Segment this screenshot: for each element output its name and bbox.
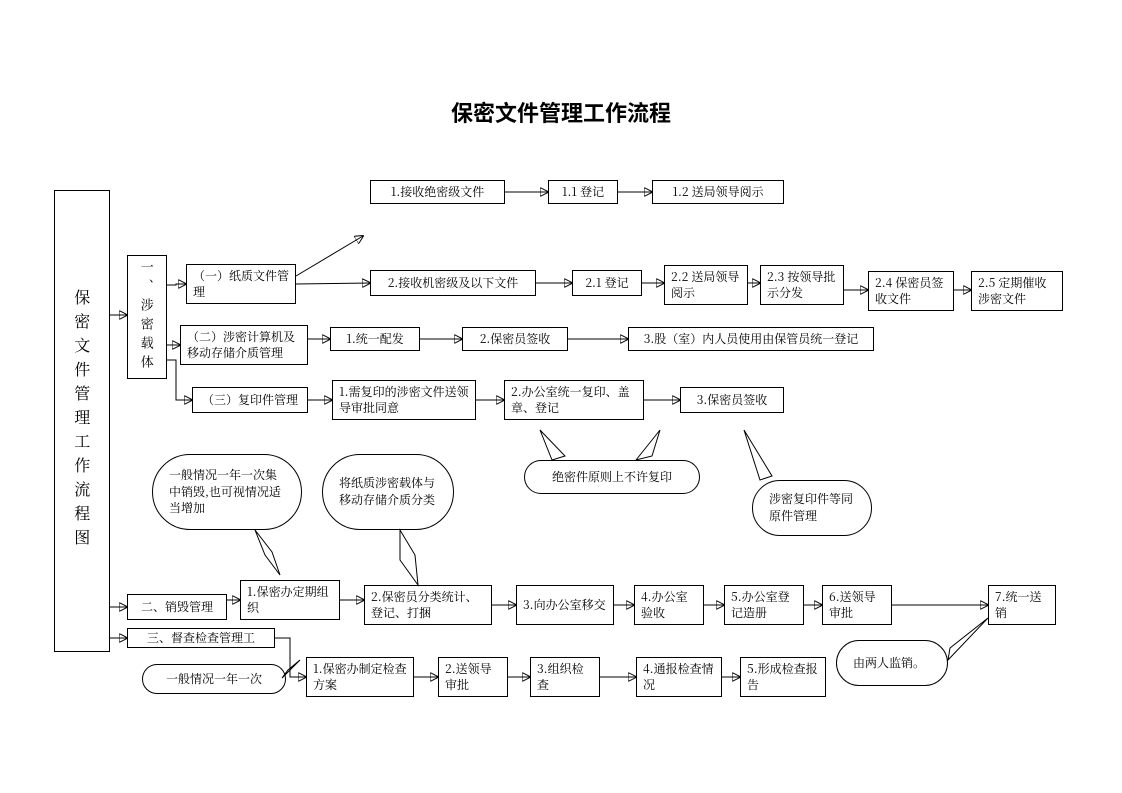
node-c3: 3.组织检查 <box>530 657 600 697</box>
node-r2-24: 2.4 保密员签收文件 <box>868 271 954 311</box>
node-i3-1: 1.需复印的涉密文件送领导审批同意 <box>332 380 476 420</box>
page-title: 保密文件管理工作流程 <box>0 96 1122 128</box>
node-d1: 1.保密办定期组织 <box>240 580 340 620</box>
node-r2-21: 2.1 登记 <box>572 270 642 296</box>
node-c1: 1.保密办制定检查方案 <box>306 657 414 697</box>
node-sec-1: 一、涉密载体 <box>127 255 167 379</box>
node-d5: 5.办公室登记造册 <box>724 585 804 625</box>
node-d7: 7.统一送销 <box>988 585 1056 625</box>
node-r2-25: 2.5 定期催收涉密文件 <box>971 271 1063 311</box>
node-c2: 2.送领导审批 <box>438 657 508 697</box>
node-r2-22: 2.2 送局领导阅示 <box>664 265 748 305</box>
bubble-two-person: 由两人监销。 <box>836 640 948 686</box>
node-c5: 5.形成检查报告 <box>740 657 826 697</box>
node-d2: 2.保密员分类统计、登记、打捆 <box>364 585 492 625</box>
node-r1-1: 1.接收绝密级文件 <box>370 180 505 204</box>
node-i3: （三）复印件管理 <box>192 387 308 413</box>
node-i1: （一）纸质文件管理 <box>186 264 296 304</box>
bubble-yearly: 一般情况一年一次 <box>142 664 286 694</box>
node-r1-11: 1.1 登记 <box>548 180 618 204</box>
node-d3: 3.向办公室移交 <box>516 585 614 625</box>
node-i2-1: 1.统一配发 <box>330 327 420 351</box>
node-d4: 4.办公室验收 <box>634 585 704 625</box>
bubble-destroy-freq: 一般情况一年一次集中销毁,也可视情况适当增加 <box>152 454 302 530</box>
bubble-classify: 将纸质涉密载体与移动存储介质分类 <box>322 454 454 530</box>
node-r2-2: 2.接收机密级及以下文件 <box>370 270 536 296</box>
node-i2-3: 3.股（室）内人员使用由保管员统一登记 <box>628 327 874 351</box>
bubble-copy-same: 涉密复印件等同原件管理 <box>752 480 872 536</box>
flowchart-canvas: 保密文件管理工作流程 保密文件管理工作流程图 一、涉密载体 （一）纸质文件管理 … <box>0 0 1122 793</box>
node-sec-3: 三、督查检查管理工 <box>127 628 275 648</box>
node-d6: 6.送领导审批 <box>822 585 892 625</box>
node-i3-3: 3.保密员签收 <box>680 387 784 413</box>
node-r1-12: 1.2 送局领导阅示 <box>652 180 784 204</box>
node-r2-23: 2.3 按领导批示分发 <box>760 265 844 305</box>
node-main-vertical: 保密文件管理工作流程图 <box>54 190 110 652</box>
node-i2-2: 2.保密员签收 <box>462 327 568 351</box>
node-i3-2: 2.办公室统一复印、盖章、登记 <box>504 380 644 420</box>
node-c4: 4.通报检查情况 <box>636 657 722 697</box>
node-i2: （二）涉密计算机及移动存储介质管理 <box>180 325 308 365</box>
node-sec-2: 二、销毁管理 <box>127 594 227 620</box>
bubble-no-copy: 绝密件原则上不许复印 <box>524 460 700 494</box>
